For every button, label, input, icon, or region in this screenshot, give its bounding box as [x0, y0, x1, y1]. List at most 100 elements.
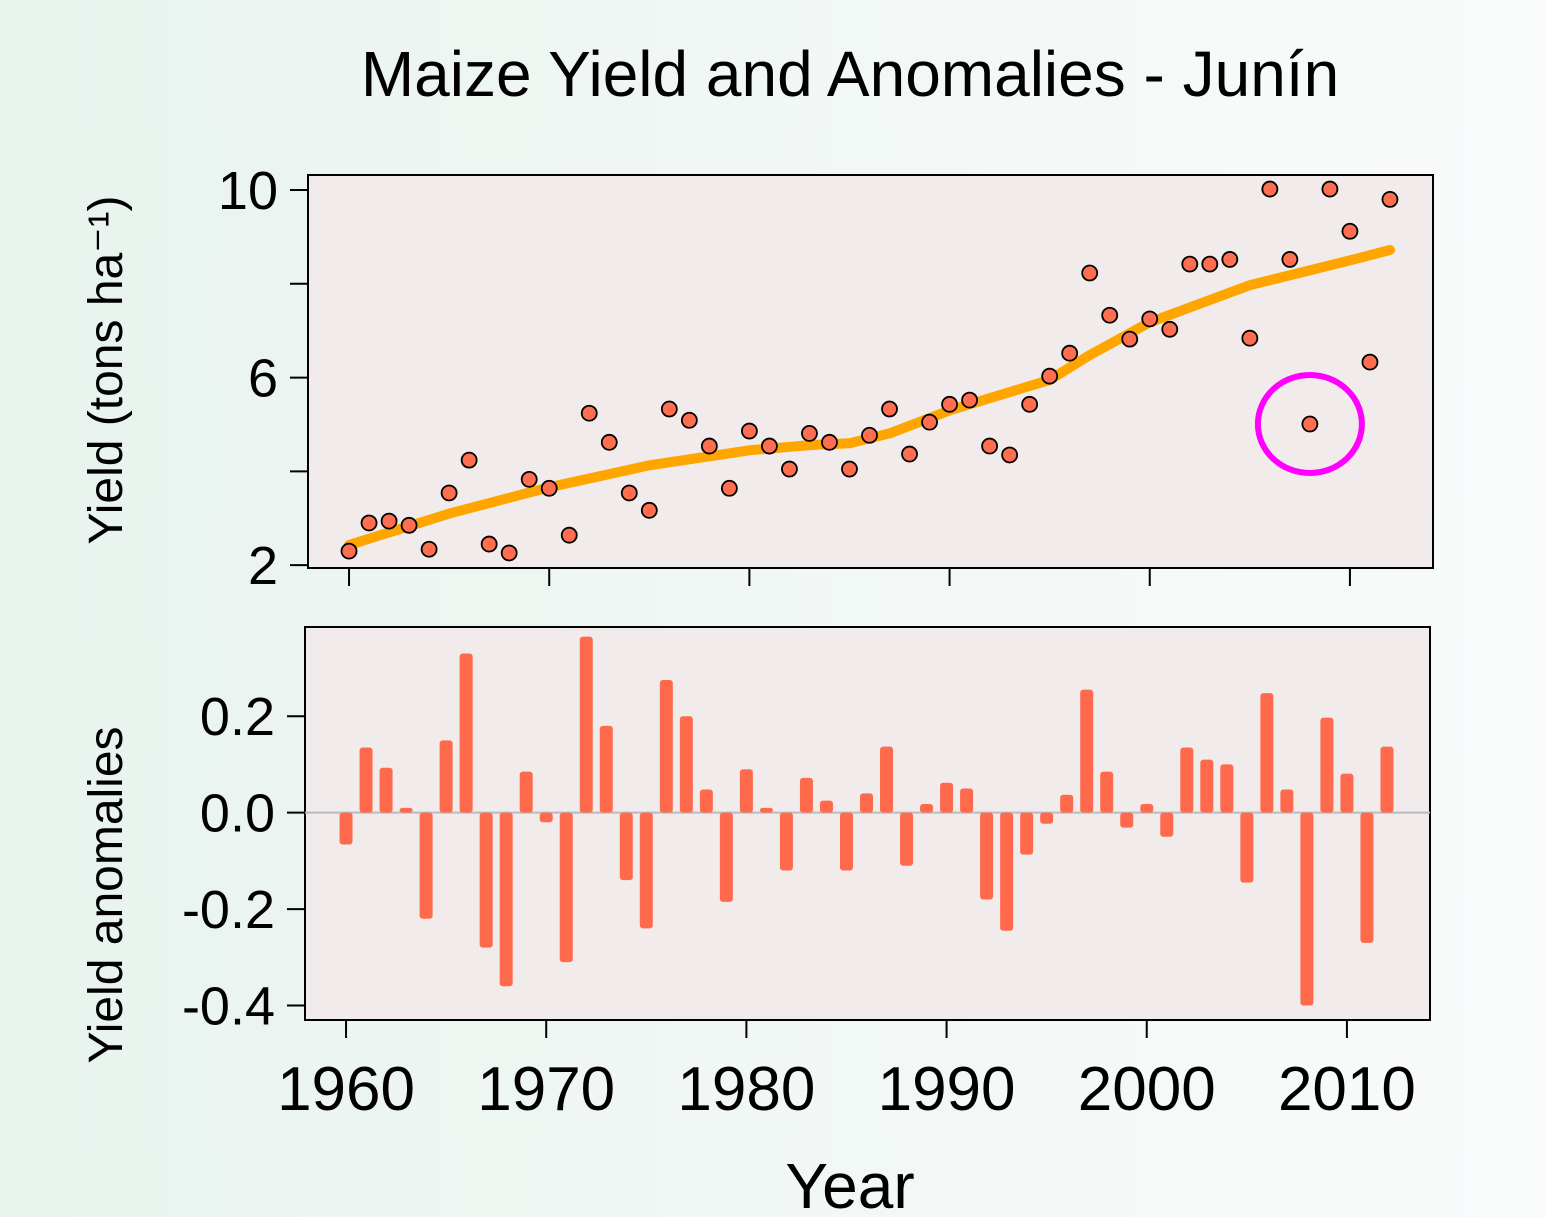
- data-point: [700, 437, 718, 455]
- bar: [1300, 812, 1314, 1006]
- bar: [419, 812, 433, 919]
- bar: [1320, 717, 1334, 813]
- bar: [539, 812, 553, 823]
- data-point: [1021, 395, 1039, 413]
- y-tick-label: 0.0: [200, 784, 275, 844]
- x-tick-label: 1960: [277, 1055, 415, 1124]
- bar: [880, 746, 894, 813]
- data-point: [560, 526, 578, 544]
- x-tick-label: 2000: [1078, 1055, 1216, 1124]
- bar: [359, 747, 373, 813]
- bar: [739, 769, 753, 813]
- data-point: [540, 479, 558, 497]
- data-point: [801, 425, 818, 442]
- y-tick-label: 2: [248, 536, 278, 596]
- data-point: [600, 433, 618, 451]
- data-point: [761, 437, 778, 455]
- bar: [1100, 771, 1114, 813]
- bar: [1360, 812, 1374, 943]
- data-point: [901, 445, 918, 463]
- bar: [1260, 693, 1274, 813]
- data-point: [1341, 222, 1359, 240]
- data-point: [420, 540, 438, 558]
- data-point: [861, 426, 878, 444]
- data-point: [340, 542, 358, 560]
- x-tick-label: 1990: [878, 1055, 1016, 1124]
- data-point: [360, 514, 378, 532]
- data-point: [1221, 251, 1239, 268]
- bar: [639, 812, 653, 929]
- bar: [1180, 747, 1194, 813]
- data-point: [1001, 446, 1019, 464]
- data-point: [961, 391, 978, 409]
- bar: [479, 812, 493, 948]
- bar: [900, 812, 914, 866]
- data-point: [1301, 415, 1319, 433]
- bar: [339, 812, 353, 845]
- bar: [1280, 789, 1294, 813]
- data-point: [400, 516, 418, 534]
- bar: [779, 812, 793, 871]
- bar: [559, 812, 573, 963]
- bar: [399, 807, 413, 813]
- y-tick-label: 0.2: [200, 687, 275, 747]
- bar: [1120, 812, 1134, 828]
- data-point: [1241, 329, 1259, 347]
- data-point: [1261, 180, 1279, 198]
- data-point: [1061, 344, 1079, 362]
- bar: [960, 788, 974, 813]
- bar: [1160, 812, 1174, 837]
- bar: [1220, 764, 1234, 813]
- data-point: [380, 512, 398, 530]
- plot-area: [304, 626, 1431, 1021]
- bar: [1200, 759, 1214, 813]
- bar: [459, 653, 473, 813]
- bar: [1240, 812, 1254, 883]
- data-point: [520, 470, 538, 488]
- data-point: [680, 411, 698, 429]
- data-point: [1381, 190, 1399, 208]
- data-point: [1041, 367, 1059, 385]
- y-axis-label: Yield (tons ha⁻¹): [80, 195, 133, 544]
- bar: [859, 793, 873, 813]
- data-point: [1081, 264, 1099, 282]
- bar: [659, 680, 673, 813]
- bar: [759, 807, 773, 813]
- data-point: [941, 395, 958, 413]
- data-point: [841, 460, 858, 478]
- bar: [379, 767, 393, 813]
- bar: [1080, 689, 1094, 813]
- y-axis-label: Yield anomalies: [80, 726, 133, 1063]
- y-tick-label: 10: [218, 161, 278, 221]
- data-point: [640, 501, 658, 519]
- highlight-circle: [1254, 372, 1365, 477]
- y-tick-label: -0.4: [182, 977, 275, 1037]
- bar: [699, 789, 713, 813]
- data-point: [620, 484, 638, 502]
- data-point: [720, 479, 738, 497]
- bar: [839, 812, 853, 871]
- data-point: [480, 535, 498, 553]
- trend-line: [344, 245, 1395, 550]
- bar: [679, 716, 693, 813]
- data-point: [1361, 353, 1379, 371]
- bar: [819, 800, 833, 813]
- bar: [599, 725, 613, 813]
- bar: [920, 803, 934, 813]
- data-point: [500, 544, 518, 562]
- bar: [619, 812, 633, 881]
- bar: [1060, 794, 1074, 813]
- data-point: [1101, 306, 1119, 324]
- chart-title: Maize Yield and Anomalies - Junín: [361, 38, 1339, 110]
- data-point: [781, 460, 798, 478]
- bar: [940, 782, 954, 813]
- data-point: [1121, 330, 1139, 348]
- data-point: [1161, 320, 1179, 338]
- data-point: [460, 451, 478, 469]
- data-point: [1181, 255, 1199, 273]
- data-point: [1321, 180, 1339, 198]
- bar: [1020, 812, 1034, 855]
- x-axis-label: Year: [785, 1150, 914, 1217]
- data-point: [440, 484, 458, 502]
